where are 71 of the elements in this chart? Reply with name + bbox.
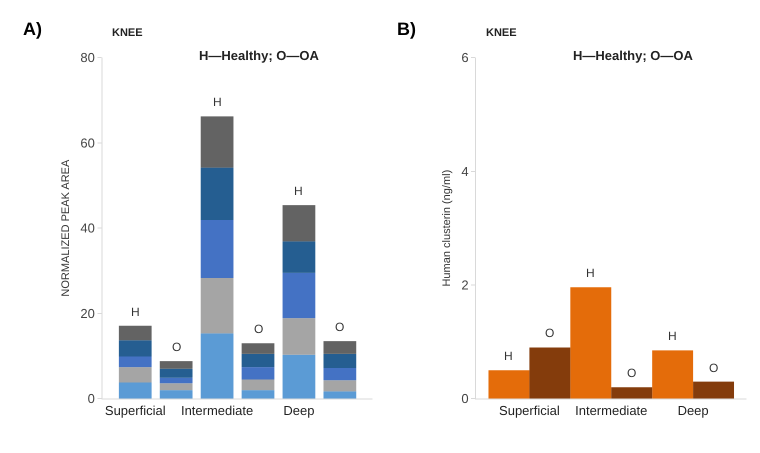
chart-subtitle: H—Healthy; O—OA xyxy=(199,48,320,63)
data-label: H xyxy=(668,329,677,343)
bar xyxy=(652,350,694,399)
bar xyxy=(323,391,356,399)
bar xyxy=(242,367,274,380)
bar xyxy=(242,390,274,399)
y-axis-title: NORMALIZED PEAK AREA xyxy=(60,159,72,297)
bar xyxy=(323,380,356,392)
bar xyxy=(282,354,316,399)
bar xyxy=(611,387,652,399)
text: A) xyxy=(23,19,42,39)
x-tick-label: Deep xyxy=(678,403,709,418)
bar xyxy=(693,382,734,399)
data-label: H xyxy=(294,184,303,198)
chart-subtitle: H—Healthy; O—OA xyxy=(573,48,694,63)
bar xyxy=(323,368,356,380)
y-tick-label: 0 xyxy=(88,391,95,406)
data-label: H xyxy=(131,305,140,319)
data-label: O xyxy=(254,322,264,336)
bar xyxy=(200,168,234,220)
chart-title: KNEE xyxy=(486,27,517,39)
bar xyxy=(200,333,234,399)
x-tick-label: Superficial xyxy=(499,403,560,418)
bar xyxy=(160,368,193,378)
bar xyxy=(118,340,152,356)
bar xyxy=(282,205,316,242)
data-label: H xyxy=(504,349,513,363)
bar xyxy=(242,379,274,390)
bar xyxy=(118,326,152,340)
bar xyxy=(160,390,193,399)
bar xyxy=(200,278,234,334)
bar xyxy=(282,241,316,273)
bar xyxy=(488,370,530,399)
y-tick-label: 40 xyxy=(80,220,95,236)
bar xyxy=(200,220,234,278)
y-tick-label: 0 xyxy=(461,391,469,406)
data-label: O xyxy=(627,366,636,380)
text: B) xyxy=(397,19,416,39)
bar xyxy=(323,354,356,368)
x-tick-label: Intermediate xyxy=(180,403,254,418)
bar xyxy=(160,378,193,384)
bar xyxy=(323,341,356,354)
y-tick-label: 60 xyxy=(80,135,95,150)
data-label: H xyxy=(586,266,595,280)
data-label: O xyxy=(172,340,182,354)
bar xyxy=(529,347,570,399)
bar xyxy=(570,287,612,399)
bar xyxy=(282,318,316,355)
bar xyxy=(160,361,193,369)
data-label: O xyxy=(709,361,718,375)
bar xyxy=(118,382,152,399)
y-tick-label: 4 xyxy=(461,164,469,179)
y-tick-label: 20 xyxy=(80,306,95,321)
y-tick-label: 80 xyxy=(80,50,95,66)
x-tick-label: Deep xyxy=(283,403,314,418)
bar xyxy=(242,343,274,354)
bar xyxy=(282,272,316,318)
chart-title: KNEE xyxy=(112,27,143,39)
bar xyxy=(200,116,234,168)
y-tick-label: 6 xyxy=(461,50,469,66)
y-axis-title: Human clusterin (ng/ml) xyxy=(441,170,454,287)
data-label: O xyxy=(545,326,554,340)
bar xyxy=(160,383,193,390)
data-label: O xyxy=(335,320,344,334)
bar xyxy=(242,354,274,368)
x-tick-label: Superficial xyxy=(104,403,166,418)
data-label: H xyxy=(213,95,222,109)
bar xyxy=(118,356,152,368)
y-tick-label: 2 xyxy=(461,278,469,293)
x-tick-label: Intermediate xyxy=(575,403,648,418)
bar xyxy=(118,367,152,382)
